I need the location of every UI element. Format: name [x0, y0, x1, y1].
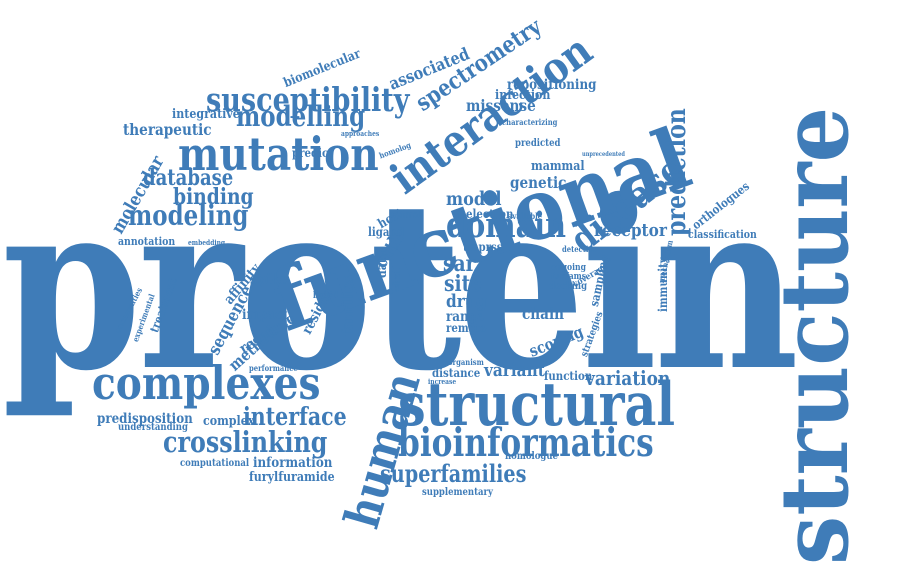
word-distance: distance [432, 366, 481, 380]
word-ongoing: ongoing [551, 263, 586, 273]
word-complexes: complexes [92, 356, 321, 410]
word-structure: structure [760, 106, 870, 566]
word-ligand: ligand [368, 225, 405, 239]
word-tmprss: tmprss [463, 240, 503, 254]
word-animal: animal [389, 210, 422, 221]
word-predict: predict [292, 146, 333, 160]
word-supplementary: supplementary [422, 487, 493, 498]
word-spike: spike [250, 270, 288, 288]
word-prediction: prediction [662, 108, 692, 236]
word-information: information [253, 455, 333, 471]
word-infection: infection [495, 88, 551, 103]
word-predicted: predicted [515, 138, 561, 149]
word-interface: interface [243, 402, 347, 431]
word-impact: impact [242, 307, 288, 323]
word-predisposition: predisposition [97, 411, 193, 427]
word-unprecedented: unprecedented [582, 151, 625, 158]
word-annotation: annotation [118, 235, 176, 248]
word-domain: domain [446, 205, 566, 246]
word-computational: computational [180, 458, 250, 469]
word-sar: sar [443, 251, 476, 277]
word-characterizing: characterizing [502, 117, 558, 127]
word-funfams: funfams [551, 272, 587, 282]
word-variant: variant [484, 360, 545, 381]
word-available: available [508, 211, 542, 221]
word-data: data [375, 250, 390, 278]
word-docking: docking [549, 281, 588, 292]
word-electron: electron [466, 207, 514, 221]
word-drug: drug [446, 291, 487, 312]
word-site: site [444, 271, 483, 297]
word-binding: binding [173, 184, 254, 210]
word-receptor: receptor [594, 220, 667, 241]
word-range: range [446, 309, 485, 325]
word-mutation: mutation [178, 127, 379, 181]
word-susceptibility: susceptibility [206, 80, 410, 119]
word-homologue: homologue [505, 451, 558, 462]
word-embedding: embedding [188, 238, 226, 247]
word-variation: variation [585, 366, 671, 390]
word-structural: structural [398, 370, 676, 440]
word-database: database [143, 165, 234, 191]
word-model: model [446, 188, 502, 210]
word-mammal: mammal [531, 159, 585, 174]
word-increase: increase [428, 377, 457, 386]
word-modelling: modelling [236, 100, 366, 133]
word-chain: chain [522, 304, 565, 323]
word-complex: complex [203, 414, 255, 429]
word-classification: classification [688, 228, 757, 241]
word-protein: protein [2, 149, 799, 422]
word-organism: organism [448, 357, 484, 367]
word-function: function [544, 369, 593, 383]
word-crosslinking: crosslinking [163, 425, 328, 459]
word-missense: missense [466, 96, 536, 115]
word-remote: remote [446, 321, 487, 335]
word-viral: viral [392, 268, 403, 290]
word-therapeutic: therapeutic [123, 120, 212, 139]
word-furylfuramide: furylfuramide [249, 470, 335, 485]
word-genetic: genetic [510, 173, 567, 192]
word-bioinformatics: bioinformatics [398, 420, 654, 466]
word-repositioning: repositioning [507, 77, 597, 93]
word-integrative: integrative [172, 107, 240, 122]
word-understanding: understanding [118, 422, 188, 433]
word-modeling: modeling [128, 199, 249, 232]
word-families: families [338, 275, 357, 336]
word-performance: performance [249, 363, 298, 373]
word-approaches: approaches [341, 129, 380, 138]
word-broad: broad [313, 291, 338, 301]
word-detection: detection [562, 244, 598, 254]
word-superfamilies: superfamilies [380, 459, 527, 488]
